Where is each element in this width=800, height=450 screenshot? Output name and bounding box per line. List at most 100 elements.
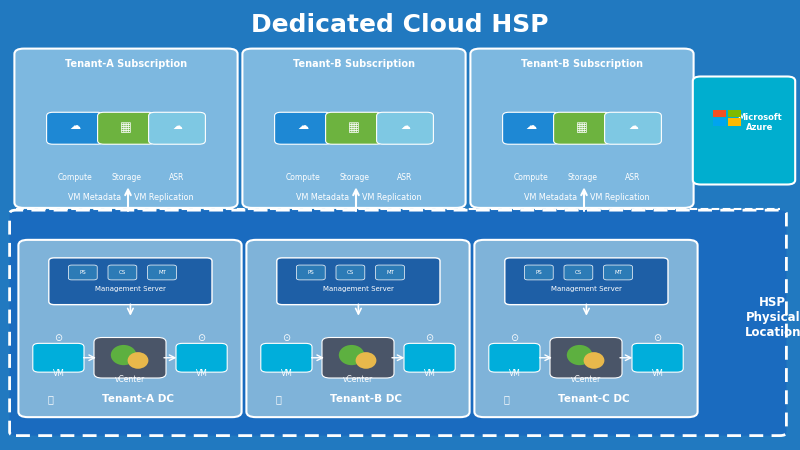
Text: CS: CS <box>118 270 126 275</box>
FancyBboxPatch shape <box>261 343 312 372</box>
Bar <box>713 118 726 126</box>
FancyBboxPatch shape <box>94 338 166 378</box>
FancyBboxPatch shape <box>14 49 238 208</box>
Text: ⊙: ⊙ <box>198 333 206 343</box>
Text: Storage: Storage <box>339 173 369 182</box>
Text: MT: MT <box>614 270 622 275</box>
Text: ASR: ASR <box>626 173 641 182</box>
Text: ☁: ☁ <box>70 121 81 131</box>
FancyBboxPatch shape <box>33 343 84 372</box>
Text: VM Replication: VM Replication <box>362 194 422 202</box>
Text: ⊙: ⊙ <box>654 333 662 343</box>
FancyBboxPatch shape <box>277 258 440 305</box>
Text: Tenant-B Subscription: Tenant-B Subscription <box>293 59 415 69</box>
Text: 🏭: 🏭 <box>47 394 54 404</box>
FancyBboxPatch shape <box>49 258 212 305</box>
FancyBboxPatch shape <box>147 265 176 280</box>
FancyBboxPatch shape <box>470 49 694 208</box>
FancyBboxPatch shape <box>176 343 227 372</box>
Text: ASR: ASR <box>170 173 185 182</box>
Text: Microsoft
Azure: Microsoft Azure <box>737 113 782 132</box>
FancyBboxPatch shape <box>98 112 154 144</box>
FancyBboxPatch shape <box>502 112 559 144</box>
Bar <box>728 118 741 126</box>
Text: PS: PS <box>79 270 86 275</box>
Text: VM: VM <box>196 369 207 378</box>
FancyBboxPatch shape <box>326 112 382 144</box>
Text: vCenter: vCenter <box>115 375 145 384</box>
Text: ▦: ▦ <box>348 121 360 134</box>
Text: Management Server: Management Server <box>95 286 166 292</box>
Ellipse shape <box>110 345 136 365</box>
Text: Compute: Compute <box>58 173 92 182</box>
FancyBboxPatch shape <box>525 265 554 280</box>
FancyBboxPatch shape <box>242 49 466 208</box>
FancyBboxPatch shape <box>274 112 331 144</box>
Text: Tenant-A DC: Tenant-A DC <box>102 394 174 404</box>
FancyBboxPatch shape <box>246 240 470 417</box>
FancyBboxPatch shape <box>336 265 365 280</box>
Text: vCenter: vCenter <box>571 375 601 384</box>
Ellipse shape <box>356 352 376 369</box>
Text: ⊙: ⊙ <box>510 333 518 343</box>
Text: ☁: ☁ <box>172 121 182 131</box>
FancyBboxPatch shape <box>376 265 405 280</box>
Text: ASR: ASR <box>398 173 413 182</box>
Text: 🏭: 🏭 <box>275 394 282 404</box>
Bar <box>713 110 726 117</box>
Text: Management Server: Management Server <box>323 286 394 292</box>
Text: VM Replication: VM Replication <box>590 194 650 202</box>
Text: Tenant-B DC: Tenant-B DC <box>330 394 402 404</box>
Text: vCenter: vCenter <box>343 375 373 384</box>
Text: Tenant-A Subscription: Tenant-A Subscription <box>65 59 187 69</box>
Text: PS: PS <box>535 270 542 275</box>
Text: ⊙: ⊙ <box>426 333 434 343</box>
Text: ☁: ☁ <box>628 121 638 131</box>
FancyBboxPatch shape <box>554 112 610 144</box>
Text: HSP
Physical
Location: HSP Physical Location <box>745 296 800 339</box>
FancyBboxPatch shape <box>322 338 394 378</box>
FancyBboxPatch shape <box>550 338 622 378</box>
Text: Compute: Compute <box>514 173 548 182</box>
Bar <box>728 110 741 117</box>
Text: VM: VM <box>509 369 520 378</box>
Ellipse shape <box>339 345 365 365</box>
FancyBboxPatch shape <box>632 343 683 372</box>
Text: ⊙: ⊙ <box>54 333 62 343</box>
Text: VM: VM <box>281 369 292 378</box>
Text: VM: VM <box>652 369 663 378</box>
Text: Management Server: Management Server <box>551 286 622 292</box>
Text: ☁: ☁ <box>400 121 410 131</box>
Text: ☁: ☁ <box>526 121 537 131</box>
Text: CS: CS <box>574 270 582 275</box>
Text: Compute: Compute <box>286 173 320 182</box>
Ellipse shape <box>128 352 149 369</box>
Text: VM Replication: VM Replication <box>134 194 194 202</box>
Text: Storage: Storage <box>567 173 597 182</box>
FancyBboxPatch shape <box>693 76 795 184</box>
Ellipse shape <box>583 352 605 369</box>
FancyBboxPatch shape <box>108 265 137 280</box>
Ellipse shape <box>566 345 592 365</box>
Text: ▦: ▦ <box>576 121 588 134</box>
Text: MT: MT <box>386 270 394 275</box>
Text: Dedicated Cloud HSP: Dedicated Cloud HSP <box>251 13 549 37</box>
FancyBboxPatch shape <box>149 112 206 144</box>
Text: PS: PS <box>307 270 314 275</box>
FancyBboxPatch shape <box>505 258 668 305</box>
Text: ☁: ☁ <box>298 121 309 131</box>
FancyBboxPatch shape <box>404 343 455 372</box>
Text: MT: MT <box>158 270 166 275</box>
FancyBboxPatch shape <box>474 240 698 417</box>
FancyBboxPatch shape <box>377 112 434 144</box>
Text: Tenant-C DC: Tenant-C DC <box>558 394 630 404</box>
Text: VM: VM <box>424 369 435 378</box>
Text: VM Metadata: VM Metadata <box>525 194 578 202</box>
Text: 🏭: 🏭 <box>503 394 510 404</box>
Text: ⊙: ⊙ <box>282 333 290 343</box>
Text: ▦: ▦ <box>120 121 132 134</box>
FancyBboxPatch shape <box>69 265 98 280</box>
FancyBboxPatch shape <box>18 240 242 417</box>
FancyBboxPatch shape <box>489 343 540 372</box>
Text: VM Metadata: VM Metadata <box>297 194 350 202</box>
